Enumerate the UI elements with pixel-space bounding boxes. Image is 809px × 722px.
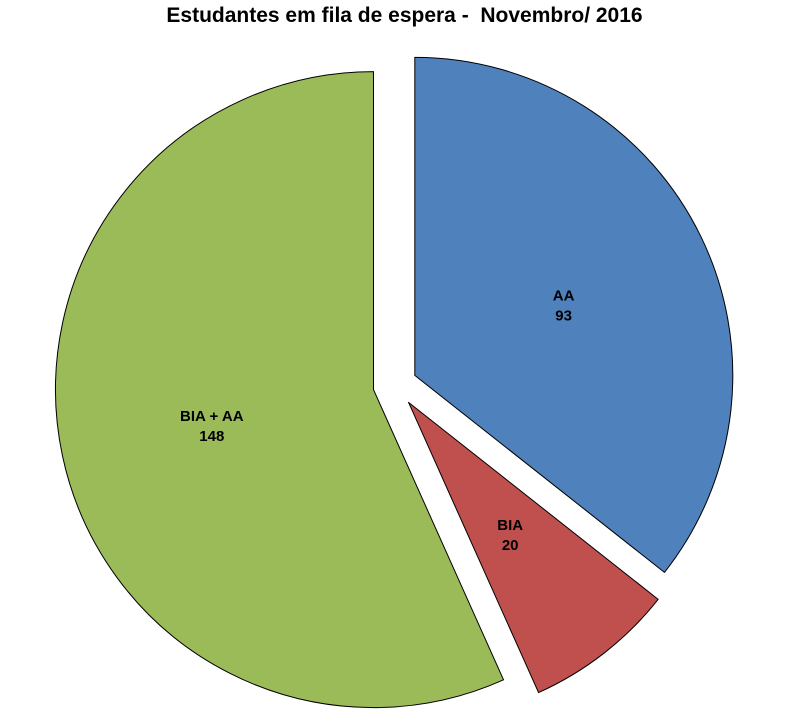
slice-label-bia-aa: BIA + AA 148 bbox=[180, 408, 244, 445]
pie-slice-aa bbox=[414, 56, 734, 573]
slice-label-aa: AA 93 bbox=[553, 287, 575, 324]
chart-title: Estudantes em fila de espera - Novembro/… bbox=[166, 4, 643, 27]
pie-slice-bia-aa bbox=[55, 71, 505, 709]
pie-slice-bia bbox=[408, 401, 659, 694]
slice-label-bia: BIA 20 bbox=[497, 517, 523, 554]
